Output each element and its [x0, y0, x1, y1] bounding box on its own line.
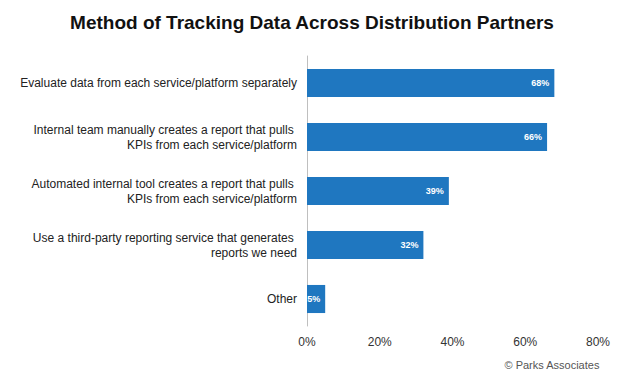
- svg-text:80%: 80%: [586, 335, 610, 349]
- svg-text:KPIs from each service/platfor: KPIs from each service/platform: [127, 192, 297, 206]
- svg-text:60%: 60%: [513, 335, 537, 349]
- svg-text:68%: 68%: [531, 78, 549, 88]
- svg-text:Use a third-party reporting se: Use a third-party reporting service that…: [33, 231, 297, 245]
- svg-text:40%: 40%: [440, 335, 464, 349]
- svg-text:39%: 39%: [426, 186, 444, 196]
- svg-text:Automated internal tool create: Automated internal tool creates a report…: [32, 177, 297, 191]
- svg-text:5%: 5%: [307, 294, 320, 304]
- svg-text:66%: 66%: [524, 132, 542, 142]
- svg-text:Internal team manually creates: Internal team manually creates a report …: [34, 123, 297, 137]
- svg-text:20%: 20%: [368, 335, 392, 349]
- svg-text:32%: 32%: [400, 240, 418, 250]
- svg-text:Other: Other: [267, 292, 297, 306]
- svg-text:KPIs from each service/platfor: KPIs from each service/platform: [127, 138, 297, 152]
- svg-text:Method of Tracking Data Across: Method of Tracking Data Across Distribut…: [70, 12, 554, 33]
- svg-text:© Parks Associates: © Parks Associates: [504, 359, 599, 371]
- svg-text:reports we need: reports we need: [211, 246, 297, 260]
- svg-text:Evaluate data from each servic: Evaluate data from each service/platform…: [20, 76, 297, 90]
- svg-text:0%: 0%: [298, 335, 316, 349]
